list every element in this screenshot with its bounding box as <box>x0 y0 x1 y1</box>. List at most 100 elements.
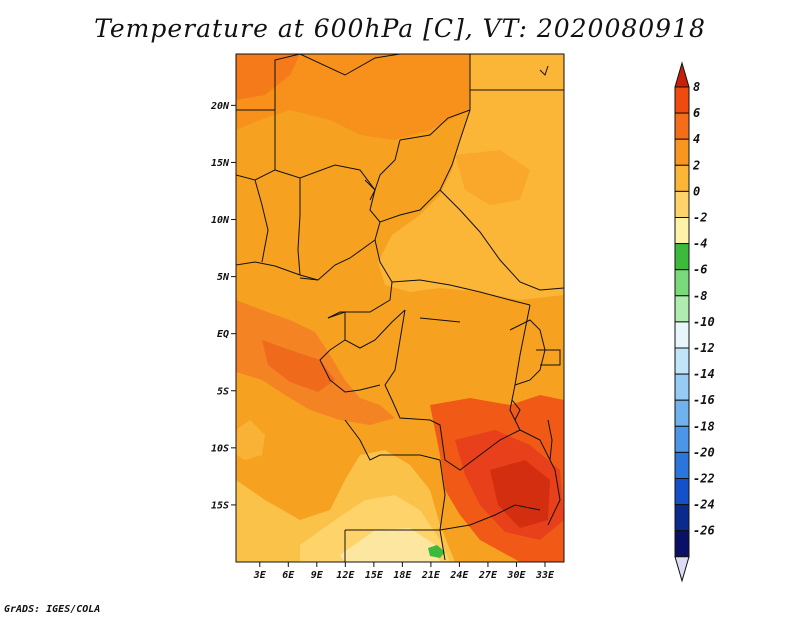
border-kenya-tanzania <box>536 349 561 366</box>
border-zambia-zimbabwe <box>439 504 541 531</box>
chart-title: Temperature at 600hPa [C], VT: 202008091… <box>94 14 706 43</box>
colorbar-box <box>674 347 690 375</box>
lon-tick-label: 21E <box>421 570 441 581</box>
colorbar-box <box>674 138 690 166</box>
border-cameroon <box>327 239 393 319</box>
lake-tanganyika <box>511 399 521 421</box>
lon-tick-label: 24E <box>449 570 469 581</box>
colorbar-bottom-arrow <box>674 556 690 583</box>
colorbar-box <box>674 504 690 532</box>
border-malawi-mozambique <box>519 429 561 526</box>
lat-tick-label: 5S <box>217 386 229 397</box>
lon-tick-label: 27E <box>478 570 498 581</box>
border-gabon-congo <box>327 309 406 349</box>
lake-malawi <box>547 419 553 461</box>
colorbar-box <box>674 478 690 506</box>
country-borders <box>236 54 564 562</box>
lat-tick-label: 15N <box>211 158 230 169</box>
temperature-field <box>236 54 564 562</box>
border-niger-nigeria <box>274 164 381 281</box>
border-angola-zambia <box>439 459 446 561</box>
field-gulf-hot <box>262 340 335 392</box>
colorbar-box <box>674 530 690 558</box>
colorbar-box <box>674 269 690 297</box>
colorbar-label: -6 <box>693 263 707 277</box>
colorbar-label: -10 <box>693 315 715 329</box>
colorbar-box <box>674 243 690 271</box>
map-frame <box>235 53 565 563</box>
border-libya-chad <box>399 54 471 141</box>
field-kalahari-coolest <box>340 528 440 562</box>
border-benin-nigeria <box>297 178 301 276</box>
colorbar-label: -8 <box>693 289 707 303</box>
colorbar-box <box>674 164 690 192</box>
colorbar-label: -18 <box>693 419 715 433</box>
colorbar-label: -4 <box>693 237 707 251</box>
border-niger-chad <box>374 139 401 191</box>
border-drc-angola-zambia <box>384 309 521 471</box>
colorbar-box <box>674 425 690 453</box>
border-burkina-ghana <box>254 179 269 263</box>
lat-tick-label: EQ <box>217 329 229 340</box>
border-sudan-car <box>439 189 564 291</box>
colorbar-box <box>674 373 690 401</box>
colorbar-box <box>674 399 690 427</box>
longitude-axis: 3E 6E 9E 12E 15E 18E 21E 24E 27E 30E 33E <box>253 562 555 581</box>
colorbar-box <box>674 190 690 218</box>
colorbar-label: -14 <box>693 367 715 381</box>
nile-delta <box>539 65 549 76</box>
lon-tick-label: 9E <box>311 570 324 581</box>
border-drc-east <box>509 304 531 431</box>
colorbar-top-arrow <box>674 61 690 88</box>
field-atlantic-patch <box>236 420 265 460</box>
border-mali-west <box>236 110 276 181</box>
field-sudan-patch <box>455 150 530 205</box>
lat-tick-label: 10N <box>211 215 230 226</box>
colorbar-label: -20 <box>693 445 715 459</box>
lat-tick-label: 5N <box>217 272 230 283</box>
colorbar-label: -2 <box>693 211 707 225</box>
colorbar-label: 6 <box>693 106 700 120</box>
colorbar-label: -24 <box>693 498 715 512</box>
colorbar-label: -22 <box>693 472 715 486</box>
colorbar-label: -26 <box>693 524 715 538</box>
colorbar-box <box>674 295 690 323</box>
lat-tick-label: 20N <box>210 101 230 112</box>
colorbar-label: -16 <box>693 393 715 407</box>
lon-tick-label: 3E <box>253 570 267 581</box>
colorbar-box <box>674 112 690 140</box>
colorbar-box <box>674 321 690 349</box>
colorbar-label: 0 <box>693 184 700 198</box>
border-ghana-coast <box>236 261 319 281</box>
drc-river <box>419 317 461 323</box>
field-northwest-hot <box>236 54 300 100</box>
border-mauritania-mali <box>236 54 301 111</box>
field-north-warm <box>236 54 470 140</box>
colorbar-box <box>674 217 690 245</box>
colorbar-label: -12 <box>693 341 715 355</box>
lon-tick-label: 15E <box>365 570 384 581</box>
border-algeria-mali <box>299 54 401 76</box>
lat-tick-label: 15S <box>211 500 229 511</box>
colorbar-box <box>674 451 690 479</box>
lake-chad <box>364 179 376 201</box>
lon-tick-label: 30E <box>506 570 526 581</box>
field-green-spot <box>428 545 445 558</box>
lon-tick-label: 18E <box>393 570 412 581</box>
field-southeast-core <box>490 460 550 528</box>
latitude-axis: 20N 15N 10N 5N EQ 5S 10S 15S <box>210 101 236 511</box>
lon-tick-label: 6E <box>282 570 295 581</box>
grads-credit: GrADS: IGES/COLA <box>4 604 101 615</box>
colorbar-label: 8 <box>693 80 700 94</box>
border-congo-drc-west <box>319 339 381 393</box>
lat-tick-label: 10S <box>211 443 229 454</box>
colorbar-label: 2 <box>692 158 700 172</box>
border-angola-north <box>344 419 441 461</box>
colorbar-box <box>674 86 690 114</box>
colorbar: 8 6 4 2 0 -2 -4 -6 -8 -10 -12 -14 -16 -18 -20 -22 -24 -26 <box>674 61 715 583</box>
border-car-drc <box>391 279 531 306</box>
lon-tick-label: 12E <box>336 570 355 581</box>
lon-tick-label: 33E <box>535 570 555 581</box>
colorbar-label: 4 <box>693 132 700 146</box>
